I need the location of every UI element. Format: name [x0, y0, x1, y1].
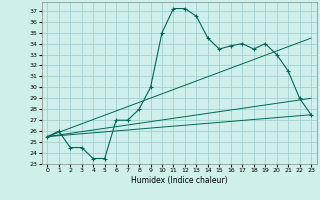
X-axis label: Humidex (Indice chaleur): Humidex (Indice chaleur): [131, 176, 228, 185]
